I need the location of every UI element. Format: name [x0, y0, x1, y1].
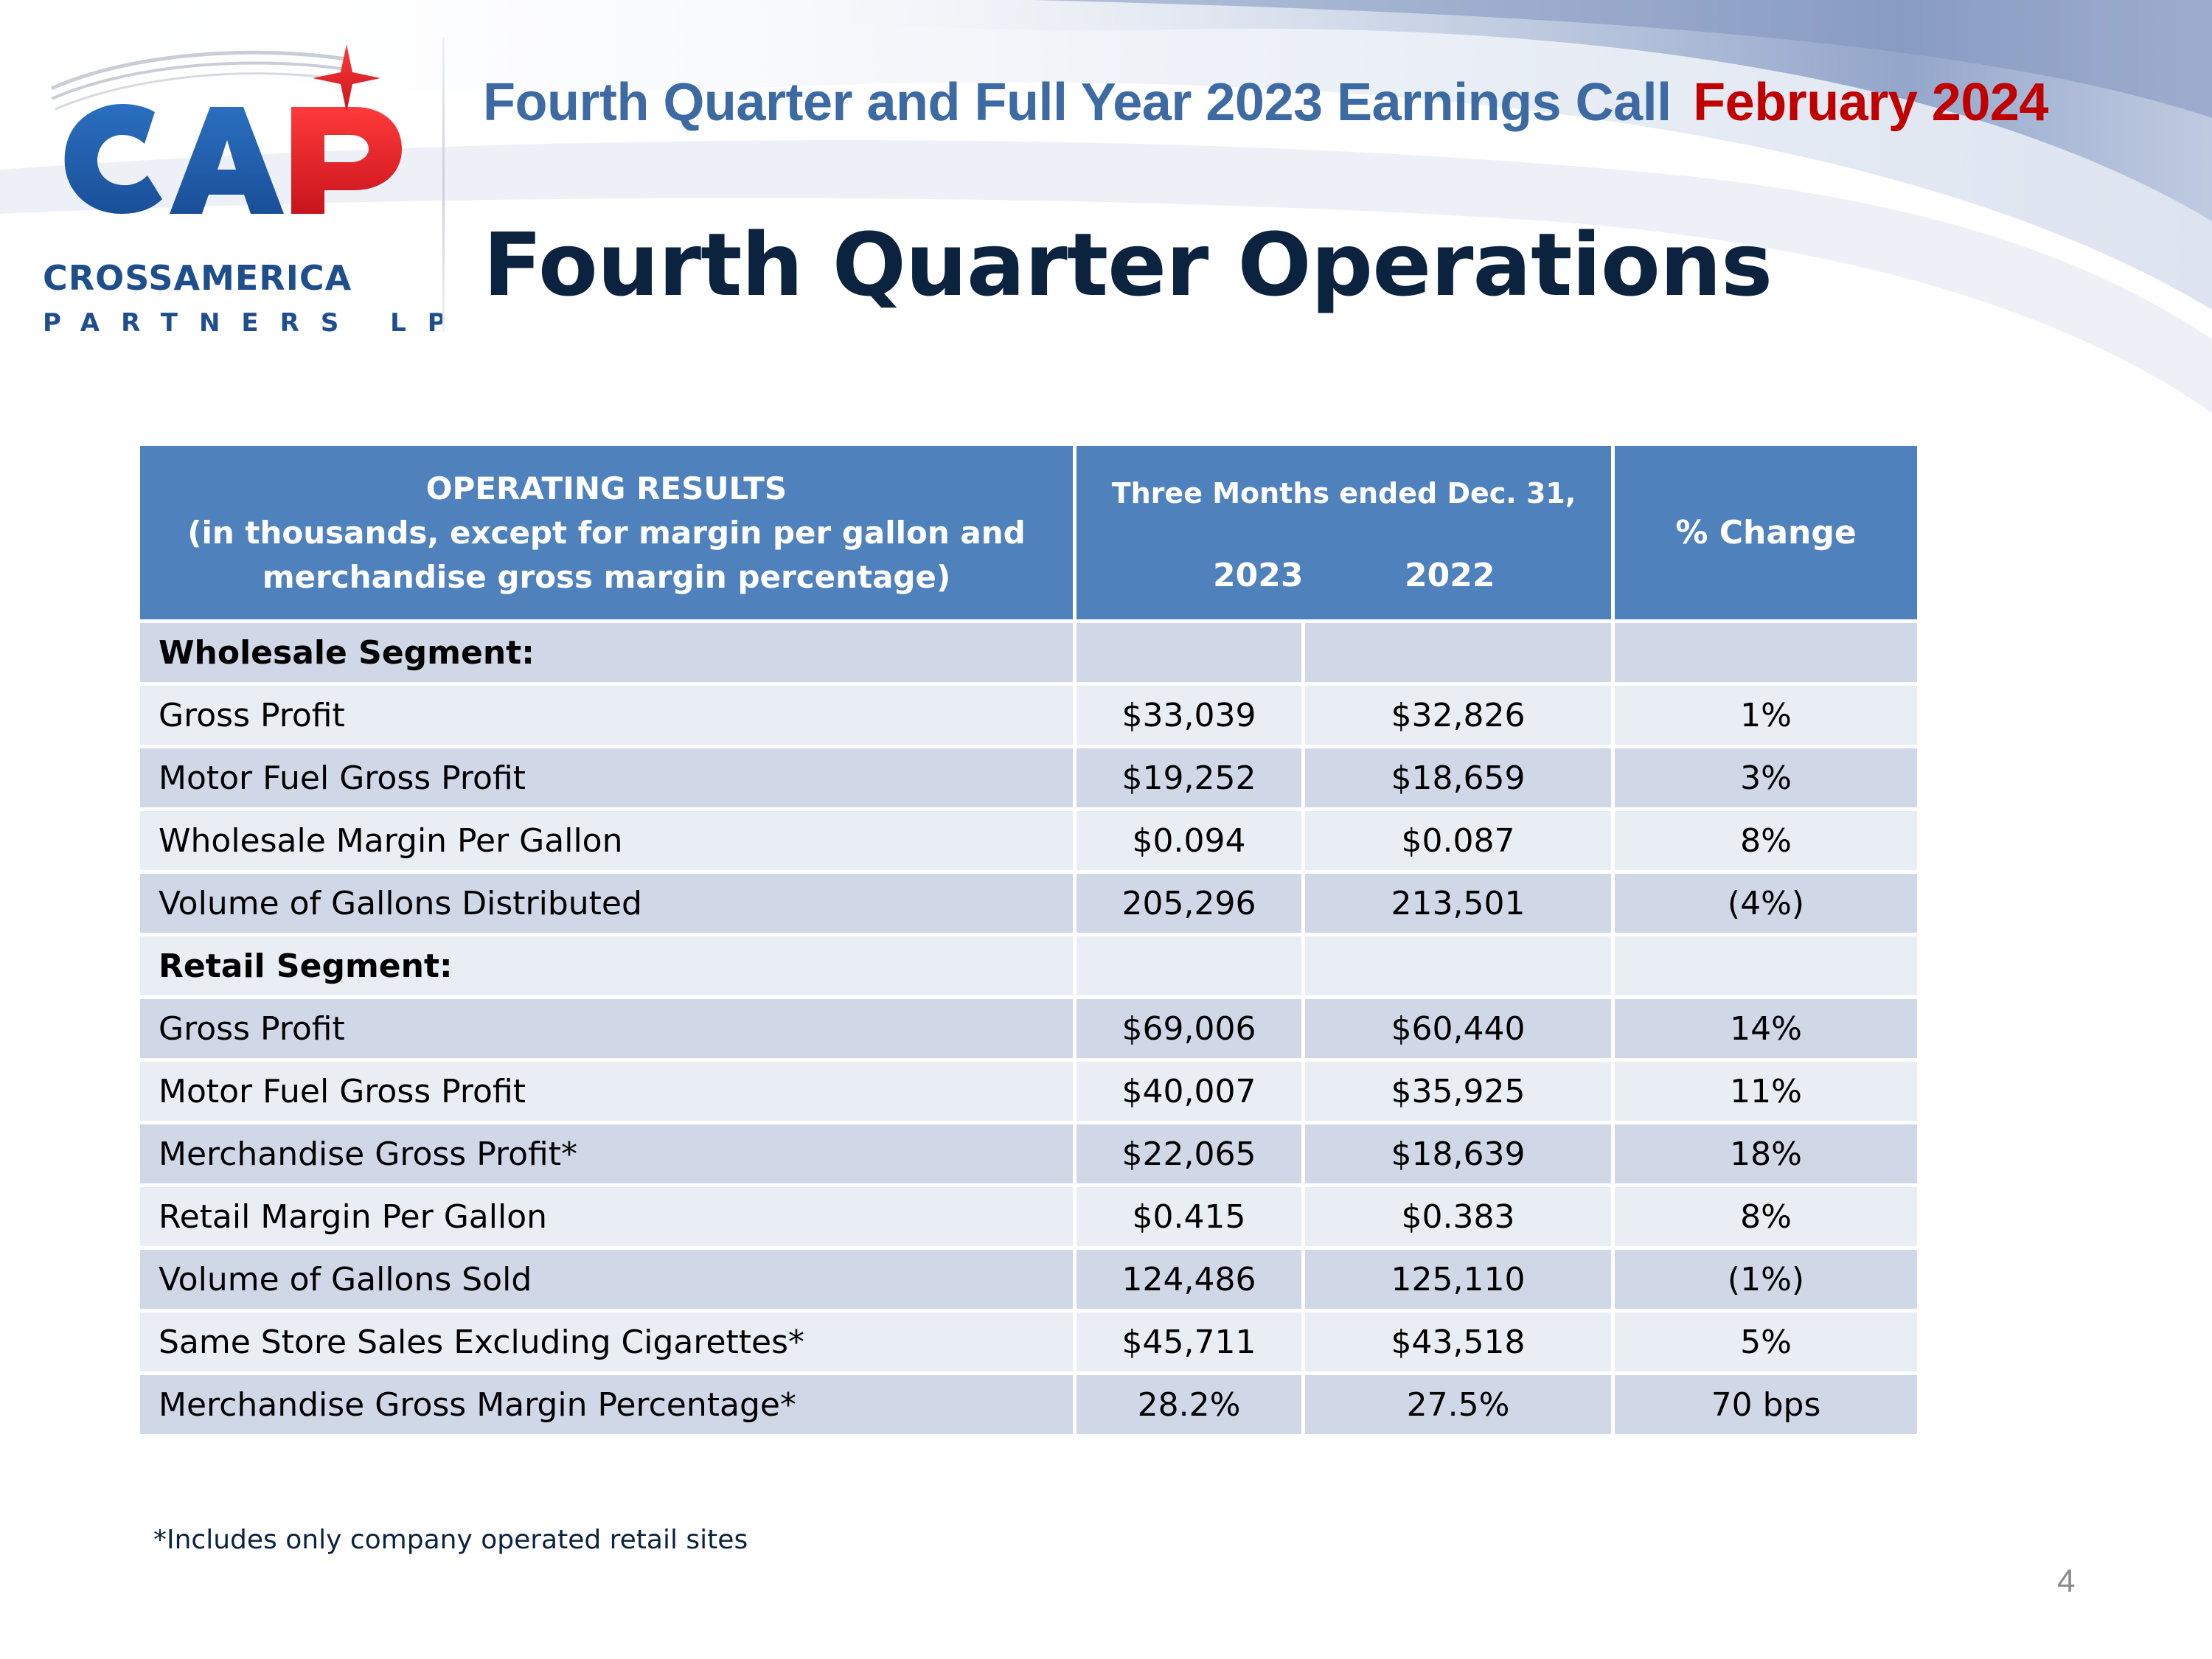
row-value-2022: $0.383 [1301, 1183, 1615, 1250]
row-value-2023: $45,711 [1073, 1309, 1305, 1375]
row-value-2022: $35,925 [1301, 1058, 1615, 1124]
logo-divider [442, 37, 445, 332]
row-value-2023: $22,065 [1073, 1121, 1305, 1187]
header-results-line1: OPERATING RESULTS [425, 470, 787, 507]
operating-results-table: OPERATING RESULTS (in thousands, except … [136, 442, 1921, 1438]
row-value-2023: $33,039 [1073, 682, 1305, 748]
header-results-line2: (in thousands, except for margin per gal… [187, 514, 1026, 551]
row-label: Merchandise Gross Profit* [136, 1121, 1077, 1187]
row-change: 3% [1611, 745, 1921, 811]
table-row: Gross Profit $69,006 $60,440 14% [136, 995, 1921, 1062]
row-label: Motor Fuel Gross Profit [136, 745, 1077, 811]
table-row-retail-segment: Retail Segment: [136, 933, 1921, 999]
row-value-2023 [1073, 933, 1305, 999]
row-change [1611, 619, 1921, 686]
row-label: Same Store Sales Excluding Cigarettes* [136, 1309, 1077, 1375]
row-value-2022: $18,659 [1301, 745, 1615, 811]
row-label: Retail Segment: [136, 933, 1077, 999]
row-value-2023: $19,252 [1073, 745, 1305, 811]
table-row: Wholesale Margin Per Gallon $0.094 $0.08… [136, 807, 1921, 874]
row-change: 5% [1611, 1309, 1921, 1375]
row-value-2023: $0.094 [1073, 807, 1305, 874]
table-row: Merchandise Gross Profit* $22,065 $18,63… [136, 1121, 1921, 1187]
row-value-2023 [1073, 619, 1305, 686]
row-change: 70 bps [1611, 1371, 1921, 1438]
logo-company-suffix: PARTNERS LP [43, 308, 467, 338]
row-value-2022: 27.5% [1301, 1371, 1615, 1438]
footnote: *Includes only company operated retail s… [153, 1525, 748, 1555]
row-label: Volume of Gallons Sold [136, 1246, 1077, 1312]
logo-company-name: CROSSAMERICA [43, 258, 352, 298]
row-value-2023: $0.415 [1073, 1183, 1305, 1250]
company-logo: CROSSAMERICA PARTNERS LP [37, 37, 446, 347]
row-value-2023: $69,006 [1073, 995, 1305, 1062]
row-change [1611, 933, 1921, 999]
row-label: Gross Profit [136, 995, 1077, 1062]
row-label: Gross Profit [136, 682, 1077, 748]
row-value-2022: $43,518 [1301, 1309, 1615, 1375]
row-change: 14% [1611, 995, 1921, 1062]
table-row: Motor Fuel Gross Profit $19,252 $18,659 … [136, 745, 1921, 811]
table-row: Gross Profit $33,039 $32,826 1% [136, 682, 1921, 748]
header-period-label: Three Months ended Dec. 31, [1111, 477, 1576, 509]
row-label: Volume of Gallons Distributed [136, 870, 1077, 936]
header-operating-results: OPERATING RESULTS (in thousands, except … [136, 442, 1077, 623]
header-three-months: Three Months ended Dec. 31, 2023 2022 [1073, 442, 1615, 623]
row-change: 8% [1611, 1183, 1921, 1250]
row-change: 1% [1611, 682, 1921, 748]
row-value-2022: $60,440 [1301, 995, 1615, 1062]
row-value-2023: 28.2% [1073, 1371, 1305, 1438]
row-label: Motor Fuel Gross Profit [136, 1058, 1077, 1124]
table-row: Retail Margin Per Gallon $0.415 $0.383 8… [136, 1183, 1921, 1250]
cap-logo-mark [50, 44, 402, 214]
row-label: Wholesale Segment: [136, 619, 1077, 686]
background-swoosh [0, 0, 2212, 413]
row-value-2022: $18,639 [1301, 1121, 1615, 1187]
row-label: Merchandise Gross Margin Percentage* [136, 1371, 1077, 1438]
row-change: (1%) [1611, 1246, 1921, 1312]
row-value-2023: 205,296 [1073, 870, 1305, 936]
table-row: Merchandise Gross Margin Percentage* 28.… [136, 1371, 1921, 1438]
row-change: 8% [1611, 807, 1921, 874]
table-row: Volume of Gallons Sold 124,486 125,110 (… [136, 1246, 1921, 1312]
row-value-2022 [1301, 619, 1615, 686]
event-title: Fourth Quarter and Full Year 2023 Earnin… [483, 73, 1672, 132]
row-value-2022 [1301, 933, 1615, 999]
row-change: 11% [1611, 1058, 1921, 1124]
header-percent-change: % Change [1611, 442, 1921, 623]
slide-title: Fourth Quarter Operations [483, 214, 1773, 316]
table-header-row: OPERATING RESULTS (in thousands, except … [136, 442, 1921, 623]
row-value-2022: $0.087 [1301, 807, 1615, 874]
event-date: February 2024 [1693, 73, 2048, 132]
table-row-wholesale-segment: Wholesale Segment: [136, 619, 1921, 686]
row-label: Wholesale Margin Per Gallon [136, 807, 1077, 874]
table-row: Motor Fuel Gross Profit $40,007 $35,925 … [136, 1058, 1921, 1124]
row-value-2023: $40,007 [1073, 1058, 1305, 1124]
event-heading: Fourth Quarter and Full Year 2023 Earnin… [483, 72, 2048, 133]
header-results-line3: merchandise gross margin percentage) [262, 558, 951, 595]
row-change: (4%) [1611, 870, 1921, 936]
header-year-2023: 2023 [1213, 557, 1304, 594]
row-value-2022: 125,110 [1301, 1246, 1615, 1312]
table-row: Volume of Gallons Distributed 205,296 21… [136, 870, 1921, 936]
row-change: 18% [1611, 1121, 1921, 1187]
header-year-2022: 2022 [1405, 557, 1495, 594]
page-number: 4 [2057, 1563, 2076, 1599]
row-value-2023: 124,486 [1073, 1246, 1305, 1312]
row-value-2022: 213,501 [1301, 870, 1615, 936]
row-label: Retail Margin Per Gallon [136, 1183, 1077, 1250]
row-value-2022: $32,826 [1301, 682, 1615, 748]
table-row: Same Store Sales Excluding Cigarettes* $… [136, 1309, 1921, 1375]
